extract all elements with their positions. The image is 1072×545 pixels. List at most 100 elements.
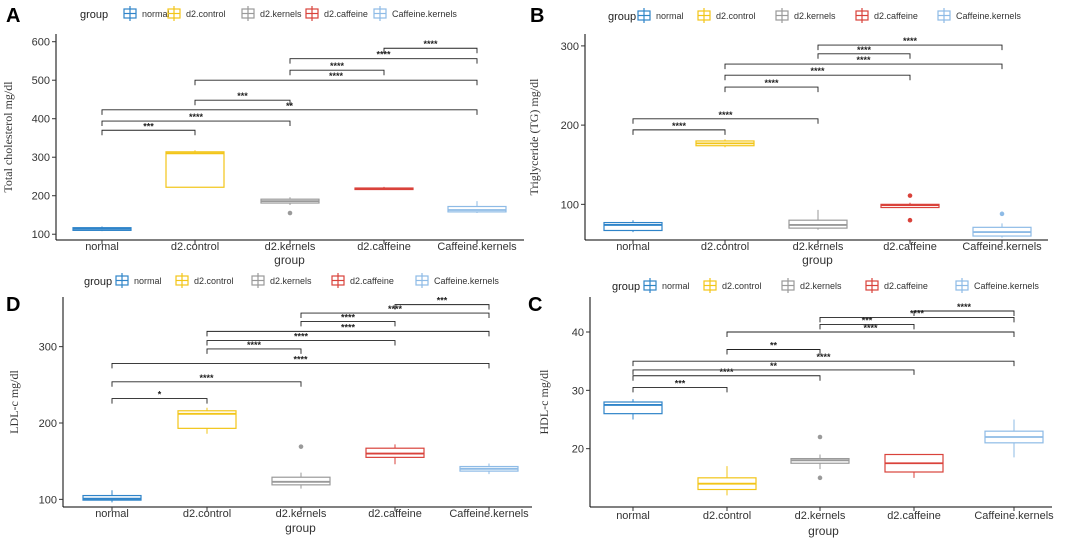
significance-bracket: *** <box>819 315 915 330</box>
bracket-line <box>724 63 1003 70</box>
x-tick-label: d2.kernels <box>265 241 316 253</box>
significance-bracket: **** <box>632 121 726 135</box>
x-tick-label: normal <box>85 241 119 253</box>
box-caffeine-kernels <box>459 463 519 475</box>
box-d2-control <box>697 466 757 496</box>
bracket-label: **** <box>718 110 733 120</box>
bracket-label: **** <box>810 66 825 76</box>
x-tick-label: d2.kernels <box>795 510 846 522</box>
y-axis-label: LDL-c mg/dl <box>7 370 21 434</box>
legend-title: group <box>612 281 640 293</box>
significance-bracket: **** <box>300 312 396 327</box>
y-tick-label: 500 <box>32 75 50 87</box>
panel-label: C <box>528 294 542 316</box>
legend-key-normal: normal <box>643 278 690 293</box>
bracket-label: *** <box>237 91 248 101</box>
bracket-label: **** <box>247 340 262 350</box>
box-caffeine-kernels <box>447 201 507 214</box>
bracket-label: **** <box>910 308 925 318</box>
bracket-label: **** <box>856 55 871 65</box>
x-tick-label: d2.kernels <box>276 508 327 520</box>
legend-key-d2-control: d2.control <box>703 278 762 293</box>
bracket-label: **** <box>199 373 214 383</box>
box-caffeine-kernels <box>972 211 1032 238</box>
y-tick-label: 200 <box>39 418 57 430</box>
y-tick-label: 100 <box>561 199 579 211</box>
x-tick-label: d2.control <box>703 510 751 522</box>
significance-bracket: **** <box>817 36 1003 51</box>
bracket-line <box>300 312 490 319</box>
legend-key-d2-caffeine: d2.caffeine <box>865 278 928 293</box>
legend-key-d2-kernels: d2.kernels <box>241 6 302 21</box>
legend-label: Caffeine.kernels <box>956 11 1021 21</box>
legend-key-d2-control: d2.control <box>697 8 756 23</box>
significance-bracket: ** <box>726 341 821 355</box>
x-tick-label: Caffeine.kernels <box>974 510 1054 522</box>
legend-label: normal <box>142 9 170 19</box>
bracket-label: *** <box>437 296 448 306</box>
legend-label: d2.control <box>722 281 762 291</box>
bracket-line <box>394 304 490 310</box>
significance-bracket: *** <box>632 378 728 393</box>
bracket-line <box>194 79 478 86</box>
bracket-line <box>206 348 302 354</box>
legend-label: d2.control <box>716 11 756 21</box>
legend-label: d2.kernels <box>800 281 842 291</box>
x-tick-label: d2.caffeine <box>883 241 937 253</box>
box-normal <box>72 226 132 232</box>
significance-bracket: **** <box>289 50 478 64</box>
bracket-line <box>206 330 490 337</box>
legend-key-normal: normal <box>637 8 684 23</box>
bracket-label: **** <box>903 36 918 46</box>
legend-label: Caffeine.kernels <box>974 281 1039 291</box>
bracket-label: **** <box>341 312 356 322</box>
significance-bracket: **** <box>383 39 478 54</box>
y-tick-label: 300 <box>32 152 50 164</box>
legend-label: d2.kernels <box>260 9 302 19</box>
box-d2-kernels <box>260 197 320 216</box>
y-axis-label: Triglyceride (TG) mg/dl <box>527 78 541 196</box>
legend: group normal d2.control d2.kernels d2.caffei… <box>608 8 1021 23</box>
bracket-line <box>817 53 911 59</box>
bracket-line <box>111 381 302 387</box>
significance-bracket: ** <box>101 101 478 115</box>
bracket-label: * <box>158 390 162 400</box>
bracket-label: **** <box>719 367 734 377</box>
legend-label: d2.caffeine <box>324 9 368 19</box>
significance-bracket: **** <box>206 322 490 337</box>
legend-key-caffeine-kernels: Caffeine.kernels <box>373 6 457 21</box>
bracket-label: ** <box>770 361 778 371</box>
bracket-line <box>913 310 1015 316</box>
bracket-label: **** <box>329 71 344 81</box>
legend-key-normal: normal <box>115 273 162 288</box>
y-axis-label: Total cholesterol mg/dl <box>1 81 15 193</box>
bracket-label: **** <box>672 121 687 131</box>
bracket-line <box>111 362 490 369</box>
box-iqr <box>603 401 663 415</box>
bracket-line <box>817 44 1003 51</box>
significance-bracket: **** <box>206 332 396 346</box>
bracket-label: **** <box>816 352 831 362</box>
legend-title: group <box>84 276 112 288</box>
y-tick-label: 100 <box>39 494 57 506</box>
bracket-line <box>632 386 728 393</box>
significance-bracket: **** <box>817 45 911 59</box>
bracket-label: **** <box>863 323 878 333</box>
legend-label: normal <box>656 11 684 21</box>
significance-bracket: **** <box>632 110 819 124</box>
box-d2-kernels <box>790 434 850 481</box>
legend-key-caffeine-kernels: Caffeine.kernels <box>937 8 1021 23</box>
legend-label: d2.caffeine <box>350 276 394 286</box>
significance-bracket: **** <box>632 352 1015 367</box>
x-tick-label: normal <box>616 241 650 253</box>
significance-bracket: **** <box>101 112 291 127</box>
y-tick-label: 400 <box>32 114 50 126</box>
legend-key-d2-kernels: d2.kernels <box>781 278 842 293</box>
bracket-line <box>726 349 821 355</box>
significance-bracket: **** <box>726 323 1015 337</box>
